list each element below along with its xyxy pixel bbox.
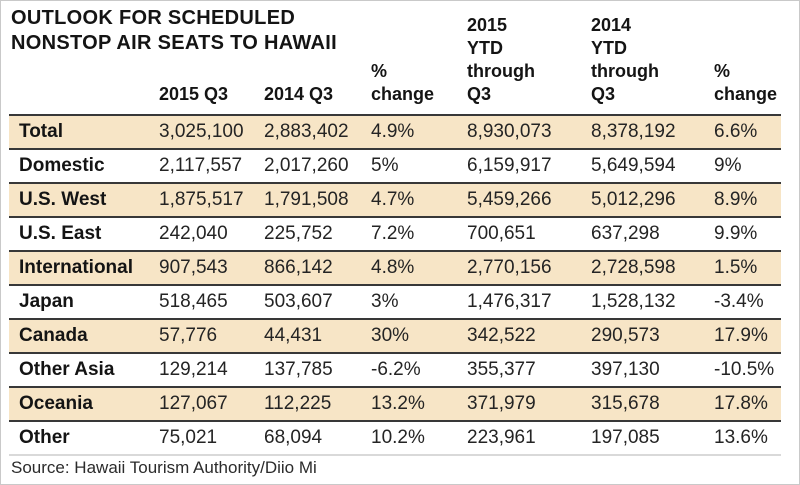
cell-value: 197,085 bbox=[591, 427, 660, 448]
column-header: % change bbox=[371, 61, 435, 104]
cell-value: 9.9% bbox=[714, 223, 758, 244]
cell-value: 127,067 bbox=[159, 393, 228, 414]
column-header: 2014 Q3 bbox=[264, 84, 334, 104]
cell-value: 9% bbox=[714, 155, 742, 176]
cell-value: 129,214 bbox=[159, 359, 228, 380]
cell-value: 397,130 bbox=[591, 359, 660, 380]
cell-value: 137,785 bbox=[264, 359, 333, 380]
cell-value: 3% bbox=[371, 291, 399, 312]
cell-value: 1.5% bbox=[714, 257, 758, 278]
column-header: 2015 YTD through Q3 bbox=[467, 15, 535, 104]
cell-value: 8.9% bbox=[714, 189, 758, 210]
cell-value: 2,017,260 bbox=[264, 155, 349, 176]
table-row: Other Asia 129,214 137,785 -6.2% 355,377 397,… bbox=[9, 353, 781, 387]
table-header-row: 2015 Q3 2014 Q3 % change 2015 YTD through Q… bbox=[9, 1, 781, 115]
cell-value: 315,678 bbox=[591, 393, 660, 414]
cell-value: 8,930,073 bbox=[467, 121, 552, 142]
cell-value: 112,225 bbox=[264, 393, 332, 414]
cell-value: 355,377 bbox=[467, 359, 536, 380]
cell-value: 8,378,192 bbox=[591, 121, 676, 142]
row-label: U.S. West bbox=[19, 189, 107, 210]
cell-value: 13.2% bbox=[371, 393, 425, 414]
row-label: Canada bbox=[19, 325, 88, 346]
column-header: 2015 Q3 bbox=[159, 84, 229, 104]
cell-value: 1,791,508 bbox=[264, 189, 349, 210]
cell-value: 17.8% bbox=[714, 393, 768, 414]
cell-value: 290,573 bbox=[591, 325, 660, 346]
source-note: Source: Hawaii Tourism Authority/Diio Mi bbox=[11, 458, 317, 477]
table-row: International 907,543 866,142 4.8% 2,770,156… bbox=[9, 251, 781, 285]
cell-value: 5,012,296 bbox=[591, 189, 676, 210]
cell-value: 4.7% bbox=[371, 189, 415, 210]
table-row: Japan 518,465 503,607 3% 1,476,317 1,528,132 -… bbox=[9, 285, 781, 319]
cell-value: 2,770,156 bbox=[467, 257, 552, 278]
cell-value: 6,159,917 bbox=[467, 155, 552, 176]
cell-value: 57,776 bbox=[159, 325, 218, 346]
row-label: Other bbox=[19, 427, 70, 448]
cell-value: 371,979 bbox=[467, 393, 536, 414]
cell-value: -3.4% bbox=[714, 291, 764, 312]
cell-value: 5,649,594 bbox=[591, 155, 676, 176]
row-label: Domestic bbox=[19, 155, 105, 176]
cell-value: 30% bbox=[371, 325, 410, 346]
cell-value: 7.2% bbox=[371, 223, 415, 244]
table-row: Canada 57,776 44,431 30% 342,522 290,573 17.9% bbox=[9, 319, 781, 353]
cell-value: 907,543 bbox=[159, 257, 228, 278]
cell-value: 342,522 bbox=[467, 325, 536, 346]
table-row: Total 3,025,100 2,883,402 4.9% 8,930,073 8,37… bbox=[9, 115, 781, 149]
table-row: U.S. East 242,040 225,752 7.2% 700,651 637,29… bbox=[9, 217, 781, 251]
cell-value: 5% bbox=[371, 155, 399, 176]
page-title: OUTLOOK FOR SCHEDULED NONSTOP AIR SEATS … bbox=[11, 7, 337, 54]
cell-value: 223,961 bbox=[467, 427, 536, 448]
cell-value: 1,875,517 bbox=[159, 189, 244, 210]
cell-value: 5,459,266 bbox=[467, 189, 552, 210]
row-label: International bbox=[19, 257, 134, 278]
cell-value: 518,465 bbox=[159, 291, 228, 312]
cell-value: 1,476,317 bbox=[467, 291, 552, 312]
cell-value: 13.6% bbox=[714, 427, 768, 448]
row-label: Other Asia bbox=[19, 359, 115, 380]
table-row: U.S. West 1,875,517 1,791,508 4.7% 5,459,266… bbox=[9, 183, 781, 217]
cell-value: 503,607 bbox=[264, 291, 333, 312]
cell-value: 17.9% bbox=[714, 325, 768, 346]
cell-value: -6.2% bbox=[371, 359, 421, 380]
row-label: Total bbox=[19, 121, 63, 142]
cell-value: 242,040 bbox=[159, 223, 228, 244]
cell-value: 10.2% bbox=[371, 427, 425, 448]
cell-value: 75,021 bbox=[159, 427, 218, 448]
cell-value: 866,142 bbox=[264, 257, 333, 278]
cell-value: 4.8% bbox=[371, 257, 415, 278]
cell-value: 44,431 bbox=[264, 325, 323, 346]
cell-value: 637,298 bbox=[591, 223, 660, 244]
table-row: Domestic 2,117,557 2,017,260 5% 6,159,917 5,6… bbox=[9, 149, 781, 183]
table-row: Other 75,021 68,094 10.2% 223,961 197,085 13.6… bbox=[9, 421, 781, 455]
row-label: U.S. East bbox=[19, 223, 102, 244]
row-label: Japan bbox=[19, 291, 74, 312]
cell-value: 4.9% bbox=[371, 121, 415, 142]
column-header: 2014 YTD through Q3 bbox=[591, 15, 659, 104]
cell-value: 2,728,598 bbox=[591, 257, 676, 278]
cell-value: 700,651 bbox=[467, 223, 536, 244]
cell-value: 2,117,557 bbox=[159, 155, 243, 176]
row-label: Oceania bbox=[19, 393, 93, 414]
cell-value: 68,094 bbox=[264, 427, 323, 448]
cell-value: 3,025,100 bbox=[159, 121, 244, 142]
table-row: Oceania 127,067 112,225 13.2% 371,979 315,678… bbox=[9, 387, 781, 421]
cell-value: 225,752 bbox=[264, 223, 333, 244]
cell-value: 1,528,132 bbox=[591, 291, 676, 312]
cell-value: 2,883,402 bbox=[264, 121, 349, 142]
cell-value: 6.6% bbox=[714, 121, 758, 142]
cell-value: -10.5% bbox=[714, 359, 775, 380]
air-seats-table: 2015 Q3 2014 Q3 % change 2015 YTD through Q… bbox=[9, 1, 781, 456]
column-header: % change bbox=[714, 61, 778, 104]
